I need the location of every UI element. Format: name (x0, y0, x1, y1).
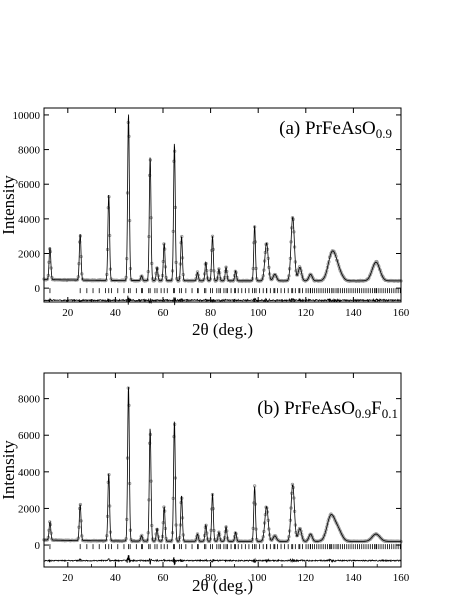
panel-title-tail: F (371, 398, 382, 419)
y-tick-label: 0 (35, 540, 41, 552)
x-tick-label: 160 (393, 572, 410, 584)
difference-line (43, 295, 402, 306)
calculated-line (43, 387, 401, 542)
x-tick-label: 100 (250, 307, 267, 319)
x-tick-label: 80 (205, 307, 217, 319)
x-tick-label: 20 (62, 572, 74, 584)
chart-panel-a: 20 40 60 80 100 120 140 160 0 2000 4000 6000 8000 100… (0, 107, 410, 339)
y-tick-label: 10000 (13, 110, 41, 122)
y-tick-label: 2000 (18, 249, 41, 261)
plot-frame (43, 107, 402, 303)
panel-title-main: (b) PrFeAsO (257, 398, 355, 419)
y-tick-label: 4000 (18, 214, 41, 226)
y-tick-label: 6000 (18, 430, 41, 442)
y-axis-label: Intensity (0, 440, 18, 500)
y-tick-label: 6000 (18, 179, 41, 191)
x-tick-label: 80 (205, 572, 217, 584)
x-axis-label: 2θ (deg.) (192, 576, 253, 595)
bragg-positions (49, 544, 401, 550)
y-tick-label: 4000 (18, 467, 41, 479)
chart-panel-b: 20 40 60 80 100 120 140 160 0 2000 4000 6000 8000 2θ … (0, 372, 410, 595)
x-tick-label: 100 (250, 572, 267, 584)
bragg-positions (49, 288, 401, 294)
x-tick-label: 60 (158, 307, 170, 319)
panel-title-subscript: 0.9 (376, 126, 392, 141)
x-axis-label: 2θ (deg.) (192, 320, 253, 339)
y-tick-label: 8000 (18, 394, 41, 406)
y-tick-label: 2000 (18, 503, 41, 515)
x-tick-label: 120 (298, 572, 315, 584)
x-tick-label: 60 (158, 572, 170, 584)
y-tick-label: 0 (35, 283, 41, 295)
y-tick-label: 8000 (18, 145, 41, 157)
x-tick-label: 20 (62, 307, 74, 319)
x-tick-label: 160 (393, 307, 410, 319)
calculated-line (43, 114, 401, 282)
observed-series (42, 120, 403, 283)
x-tick-label: 40 (110, 307, 122, 319)
panel-title-subscript: 0.9 (355, 406, 371, 421)
x-tick-label: 140 (345, 307, 362, 319)
x-tick-label: 120 (298, 307, 315, 319)
x-tick-label: 140 (345, 572, 362, 584)
panel-title-main: (a) PrFeAsO (279, 118, 376, 139)
observed-point (222, 538, 226, 543)
panel-title: (a) PrFeAsO0.9 (279, 118, 392, 141)
x-tick-label: 40 (110, 572, 122, 584)
y-axis-label: Intensity (0, 175, 18, 235)
panel-title-tail-subscript: 0.1 (382, 406, 398, 421)
panel-title: (b) PrFeAsO0.9F0.1 (257, 398, 398, 421)
difference-line (43, 555, 402, 566)
plot-frame (43, 372, 402, 568)
